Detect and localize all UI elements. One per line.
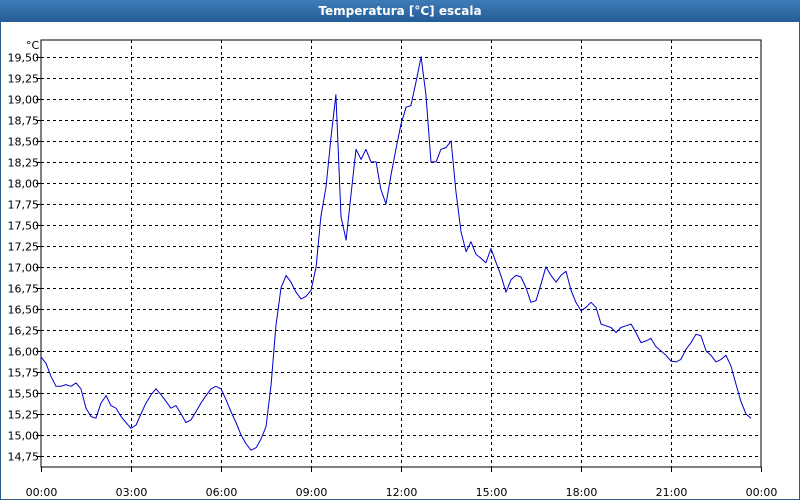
y-tick-label: 18,50 bbox=[8, 136, 40, 149]
x-tick-time-label: 12:00 bbox=[386, 486, 418, 499]
x-axis-ticks: 00:0030/09/1203:0030/09/1206:0030/09/120… bbox=[26, 467, 778, 499]
series bbox=[40, 56, 752, 451]
x-tick-time-label: 00:00 bbox=[746, 486, 778, 499]
y-tick-label: 19,50 bbox=[8, 52, 40, 65]
y-tick-label: 18,00 bbox=[8, 178, 40, 191]
y-tick-label: 15,50 bbox=[8, 388, 40, 401]
y-tick-label: 17,00 bbox=[8, 262, 40, 275]
x-tick-time-label: 00:00 bbox=[26, 486, 58, 499]
y-tick-label: 14,75 bbox=[8, 451, 40, 464]
y-tick-label: 18,25 bbox=[8, 157, 40, 170]
y-tick-label: 17,25 bbox=[8, 241, 40, 254]
x-tick-time-label: 15:00 bbox=[476, 486, 508, 499]
x-tick-time-label: 03:00 bbox=[116, 486, 148, 499]
y-tick-label: 16,25 bbox=[8, 325, 40, 338]
chart-title-bar: Temperatura [°C] escala bbox=[0, 0, 800, 22]
y-tick-label: 18,75 bbox=[8, 115, 40, 128]
grid bbox=[41, 40, 761, 467]
y-tick-label: 16,75 bbox=[8, 283, 40, 296]
y-tick-label: 19,25 bbox=[8, 73, 40, 86]
y-tick-label: 15,75 bbox=[8, 367, 40, 380]
y-axis-unit-label: °C bbox=[26, 39, 40, 52]
y-tick-label: 17,75 bbox=[8, 199, 40, 212]
x-tick-time-label: 06:00 bbox=[206, 486, 238, 499]
y-tick-label: 17,50 bbox=[8, 220, 40, 233]
y-axis-ticks: 14,75 15,00 15,25 15,50 15,75 16,00 16,25 16,50… bbox=[8, 52, 41, 464]
y-tick-label: 15,25 bbox=[8, 409, 40, 422]
y-tick-label: 15,00 bbox=[8, 430, 40, 443]
y-tick-label: 19,00 bbox=[8, 94, 40, 107]
series-line-temperature bbox=[40, 56, 752, 451]
temperature-line-chart: 14,75 15,00 15,25 15,50 15,75 16,00 16,25 16,50… bbox=[8, 39, 778, 499]
y-tick-label: 16,00 bbox=[8, 346, 40, 359]
y-tick-label: 16,50 bbox=[8, 304, 40, 317]
x-tick-time-label: 09:00 bbox=[296, 486, 328, 499]
x-tick-time-label: 18:00 bbox=[566, 486, 598, 499]
x-tick-time-label: 21:00 bbox=[656, 486, 688, 499]
